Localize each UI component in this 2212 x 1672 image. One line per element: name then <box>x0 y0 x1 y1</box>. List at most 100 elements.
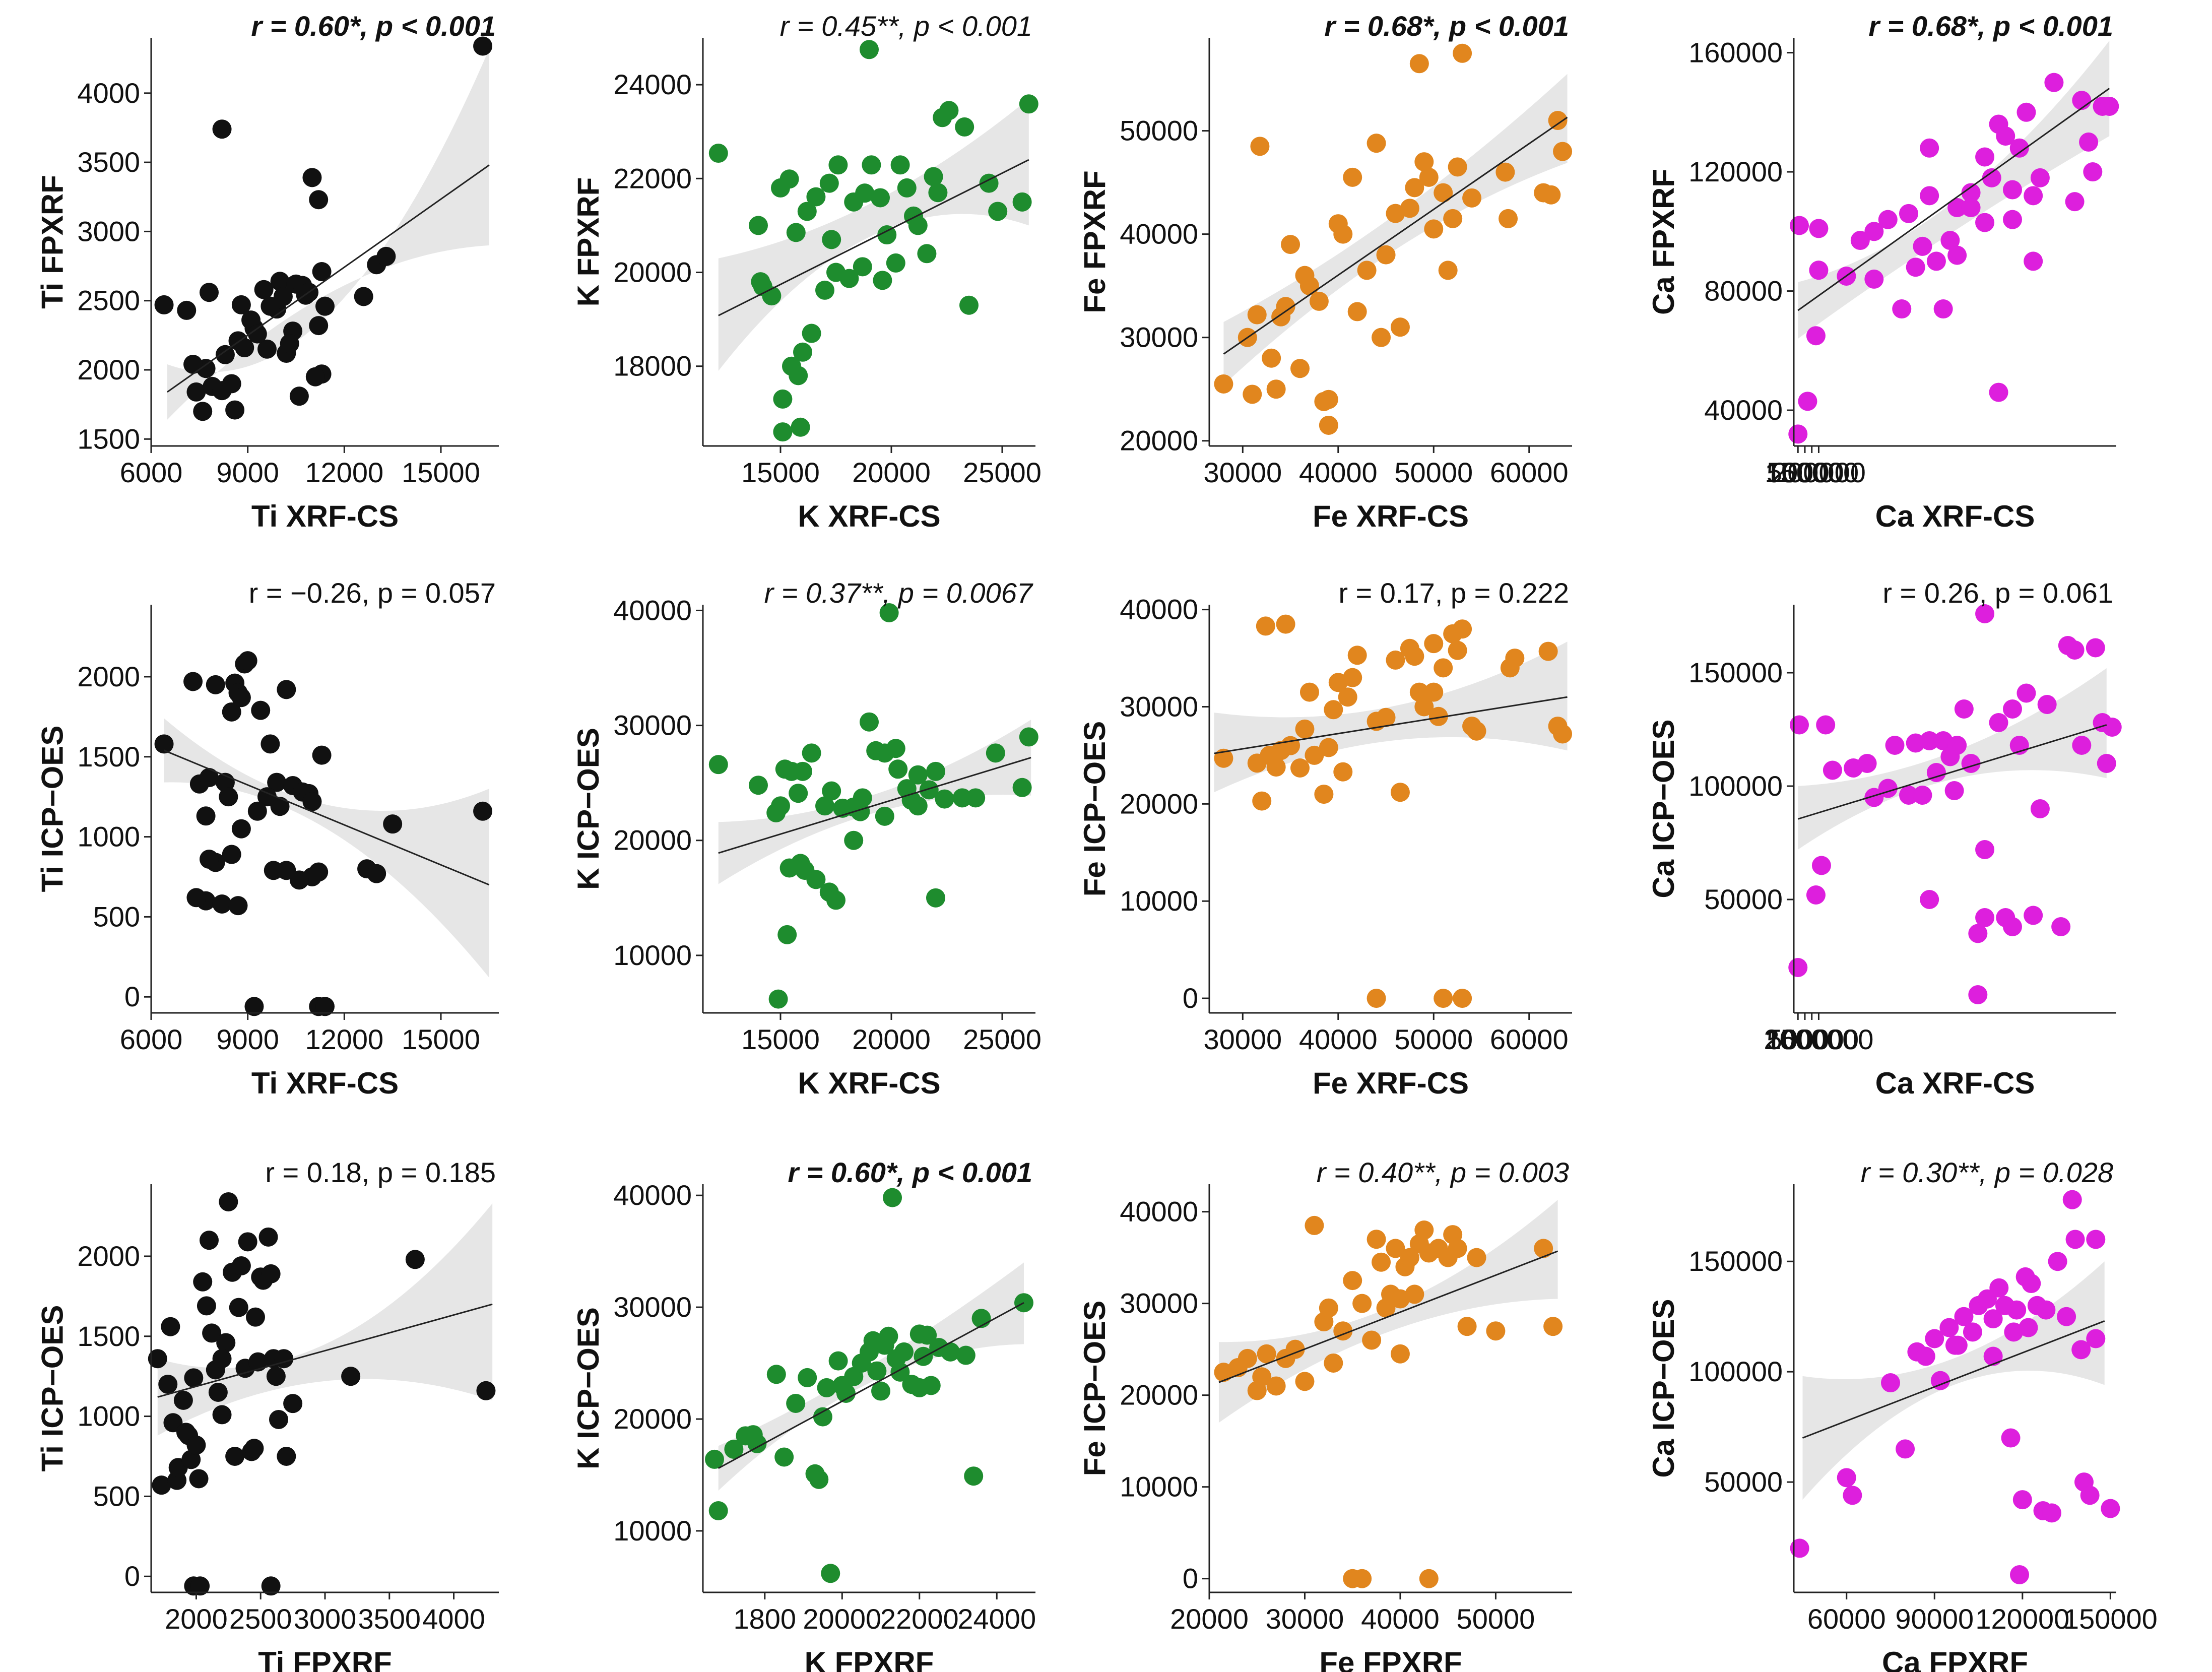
x-tick-label: 9000 <box>216 457 279 488</box>
x-tick-label: 30000 <box>1266 1603 1344 1635</box>
x-tick-label: 40000 <box>1299 1023 1378 1055</box>
data-point <box>1238 1348 1257 1368</box>
x-tick-label: 3500 <box>358 1603 421 1635</box>
y-tick-label: 40000 <box>613 594 692 626</box>
data-point <box>181 1450 201 1469</box>
data-point <box>200 850 219 869</box>
data-point <box>2086 1329 2106 1348</box>
data-point <box>1486 1321 1506 1341</box>
data-point <box>1806 885 1826 905</box>
data-point <box>1930 1371 1950 1390</box>
data-point <box>1252 1367 1272 1387</box>
panel-fe-1: 30000 40000 50000 6000020000300004000050000… <box>1078 10 1573 533</box>
data-point <box>231 295 251 314</box>
data-point <box>1376 245 1396 265</box>
data-point <box>793 342 812 362</box>
data-point <box>1428 706 1448 726</box>
data-point <box>817 1378 836 1397</box>
data-point <box>1837 1468 1856 1488</box>
data-point <box>2010 1565 2029 1584</box>
data-point <box>2019 1318 2038 1337</box>
data-point <box>1372 1252 1391 1272</box>
data-point <box>225 400 245 420</box>
data-point <box>1892 299 1912 319</box>
data-point <box>1424 682 1444 702</box>
data-point <box>2002 917 2022 936</box>
data-point <box>751 272 770 292</box>
data-point <box>1299 682 1319 702</box>
x-tick-label: 22000 <box>880 1603 959 1635</box>
data-point <box>877 225 897 245</box>
x-tick-label: 2000000 <box>1764 1023 1873 1055</box>
data-point <box>473 36 493 56</box>
data-point <box>1975 840 1995 859</box>
data-point <box>270 272 290 291</box>
data-point <box>873 271 892 290</box>
data-point <box>1996 126 2015 146</box>
data-point <box>1954 699 1974 719</box>
data-point <box>774 1447 794 1467</box>
data-point <box>2044 73 2064 92</box>
y-tick-label: 1000 <box>77 821 140 853</box>
data-point <box>798 1368 817 1387</box>
data-point <box>1414 697 1434 717</box>
data-point <box>228 896 248 916</box>
data-point <box>215 345 235 364</box>
y-tick-label: 24000 <box>613 69 692 100</box>
y-axis-label: K ICP−OES <box>571 728 605 890</box>
data-point <box>1534 1239 1553 1258</box>
data-point <box>376 246 396 266</box>
data-point <box>2071 1340 2091 1360</box>
y-tick-label: 500 <box>93 1480 140 1512</box>
x-tick-label: 20000 <box>803 1603 881 1635</box>
y-tick-label: 2000 <box>77 661 140 692</box>
data-point <box>749 776 768 795</box>
data-point <box>244 1439 264 1458</box>
data-point <box>1809 261 1829 280</box>
data-point <box>212 894 232 914</box>
data-point <box>148 1349 167 1369</box>
data-point <box>2002 180 2022 200</box>
y-tick-label: 80000 <box>1704 275 1783 307</box>
data-point <box>1405 178 1424 198</box>
data-point <box>1295 1372 1315 1391</box>
x-tick-label: 50000 <box>1394 457 1473 488</box>
data-point <box>815 280 834 300</box>
data-point <box>747 1434 767 1453</box>
data-point <box>302 792 322 811</box>
x-axis-label: Ti XRF-CS <box>251 499 399 533</box>
data-point <box>2079 132 2099 152</box>
data-point <box>1343 668 1362 687</box>
data-point <box>1362 1330 1382 1350</box>
y-tick-label: 0 <box>1183 1563 1198 1594</box>
y-axis-label: Ca FPXRF <box>1647 169 1680 315</box>
data-point <box>1414 1220 1434 1240</box>
x-axis-label: K FPXRF <box>805 1646 934 1672</box>
data-point <box>822 230 841 249</box>
data-point <box>269 1409 288 1429</box>
data-point <box>173 1390 193 1410</box>
data-point <box>2100 96 2119 116</box>
data-point <box>773 422 793 442</box>
data-point <box>312 262 332 282</box>
data-point <box>1975 213 1995 232</box>
data-point <box>822 781 841 801</box>
data-point <box>261 734 280 754</box>
data-point <box>2057 1307 2076 1326</box>
data-point <box>216 1333 236 1353</box>
data-point <box>771 796 790 816</box>
data-point <box>1012 778 1032 797</box>
y-axis-label: Ca ICP−OES <box>1647 719 1680 898</box>
x-tick-label: 1800 <box>734 1603 797 1635</box>
data-point <box>1505 649 1525 668</box>
data-point <box>786 223 806 242</box>
data-point <box>231 819 251 839</box>
data-point <box>2083 162 2103 182</box>
data-point <box>2097 754 2116 773</box>
regression-line <box>163 749 490 886</box>
data-point <box>254 280 274 299</box>
data-point <box>1947 736 1967 755</box>
y-tick-label: 3500 <box>77 146 140 178</box>
data-point <box>1400 1248 1419 1267</box>
y-tick-label: 30000 <box>1120 1288 1198 1319</box>
